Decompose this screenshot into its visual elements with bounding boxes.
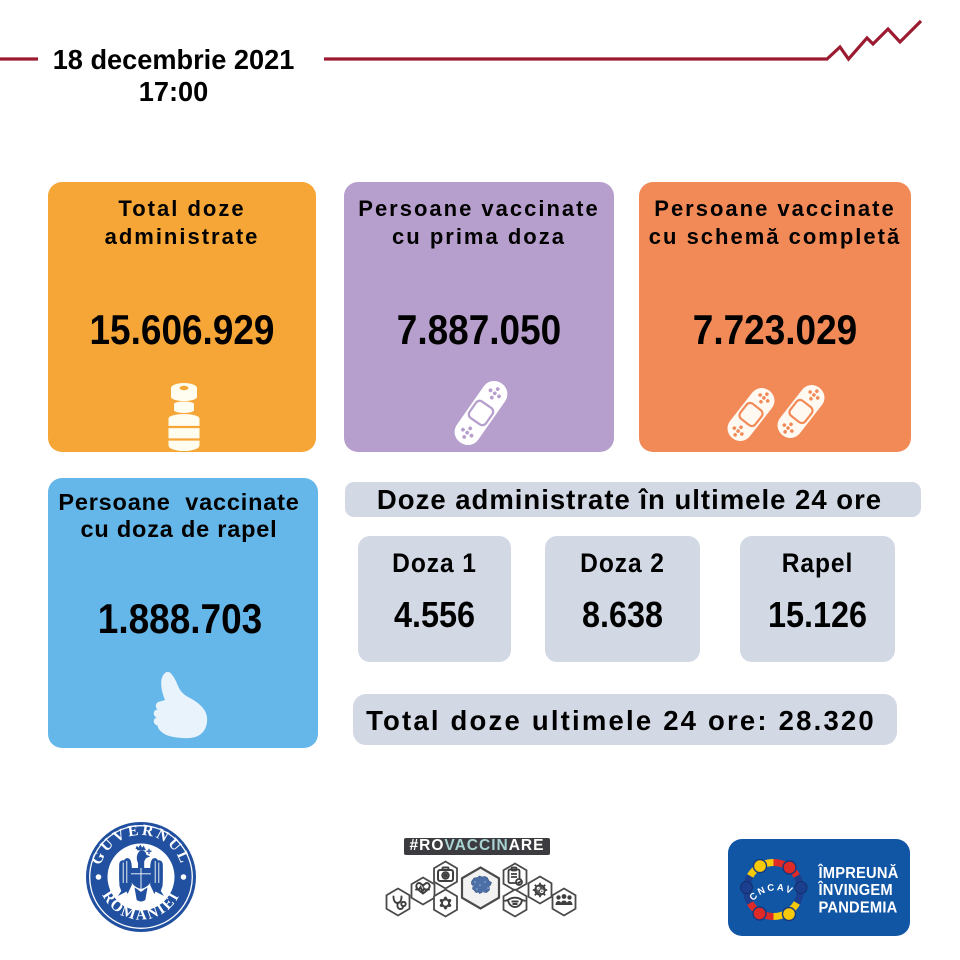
svg-text:CNCAV: CNCAV	[748, 882, 796, 903]
svg-text:PANDEMIA: PANDEMIA	[819, 899, 898, 916]
svg-text:ÎMPREUNĂ: ÎMPREUNĂ	[818, 864, 899, 882]
svg-text:ÎNVINGEM: ÎNVINGEM	[818, 881, 893, 899]
